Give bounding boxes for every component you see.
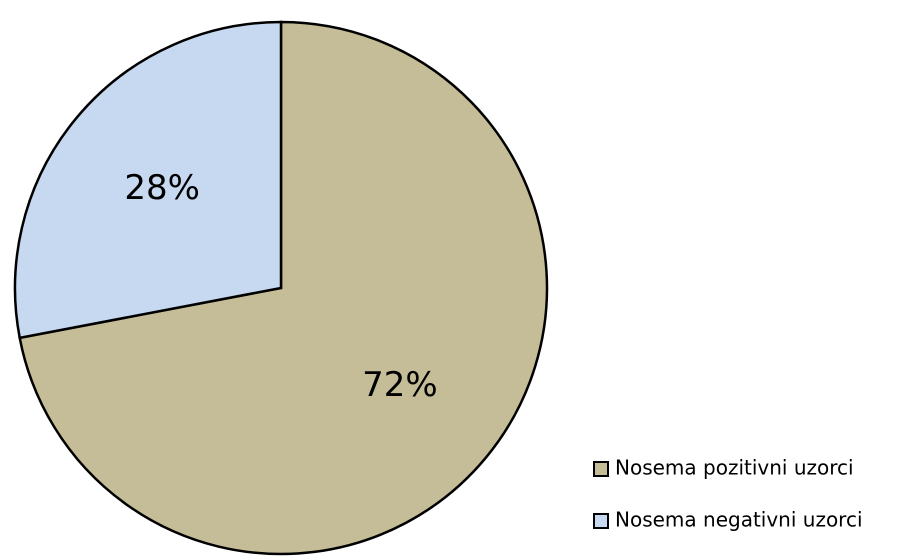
pie-slice [13, 20, 283, 340]
legend-label: Nosema pozitivni uzorci [615, 456, 854, 480]
legend-swatch [593, 461, 609, 477]
legend-label: Nosema negativni uzorci [615, 508, 863, 532]
pie-slice [18, 20, 549, 556]
legend-swatch [593, 513, 609, 529]
data-label: 28% [124, 168, 200, 208]
data-label: 72% [362, 365, 438, 405]
